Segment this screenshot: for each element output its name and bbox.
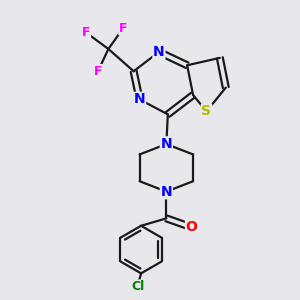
Text: F: F [82,26,90,39]
Text: F: F [94,65,102,78]
Text: Cl: Cl [131,280,144,293]
Text: N: N [160,137,172,151]
Text: N: N [134,92,146,106]
Text: F: F [119,22,128,34]
Text: O: O [186,220,197,234]
Text: S: S [202,104,212,118]
Text: N: N [160,184,172,199]
Text: N: N [153,45,165,59]
